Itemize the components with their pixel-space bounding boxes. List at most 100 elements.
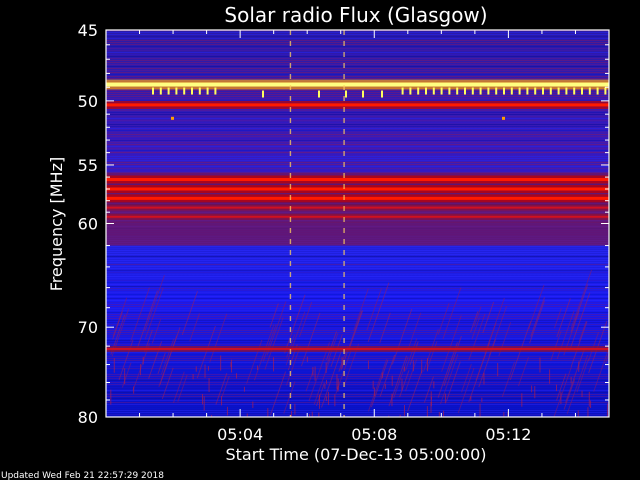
- channel-stripe: [106, 72, 609, 73]
- burst-tick: [381, 90, 383, 98]
- noise-dot: [231, 359, 233, 373]
- noise-dot: [325, 362, 327, 374]
- noise-dot: [507, 411, 509, 417]
- channel-stripe: [106, 314, 609, 315]
- drift-streak: [445, 361, 461, 402]
- burst-tick: [596, 87, 599, 95]
- channel-stripe: [106, 92, 609, 93]
- channel-stripe: [106, 166, 609, 167]
- burst-tick: [183, 87, 186, 95]
- noise-dot: [384, 383, 386, 389]
- channel-stripe: [106, 258, 609, 259]
- channel-stripe: [106, 392, 609, 393]
- noise-dot: [438, 412, 440, 417]
- burst-tick: [262, 90, 264, 98]
- noise-dot: [192, 373, 194, 380]
- channel-stripe: [106, 254, 609, 255]
- channel-stripe: [106, 32, 609, 33]
- drift-streak: [553, 366, 573, 417]
- channel-stripe: [106, 372, 609, 373]
- channel-stripe: [106, 140, 609, 141]
- channel-stripe: [106, 100, 609, 101]
- channel-stripe: [106, 164, 609, 165]
- drift-streak: [423, 376, 434, 403]
- burst-tick: [440, 87, 443, 95]
- noise-dot: [211, 415, 213, 417]
- burst-tick: [456, 87, 459, 95]
- channel-stripe: [106, 286, 609, 287]
- drift-streak: [370, 359, 389, 408]
- drift-streak: [379, 312, 391, 344]
- burst-tick: [510, 87, 513, 95]
- noise-dot: [133, 386, 135, 394]
- channel-stripe: [106, 42, 609, 43]
- channel-stripe: [106, 278, 609, 279]
- channel-stripe: [106, 354, 609, 355]
- drift-streak: [308, 342, 330, 402]
- drift-streak: [305, 369, 314, 392]
- drift-streak: [367, 358, 388, 412]
- noise-dot: [246, 413, 248, 417]
- drift-streak: [130, 287, 150, 342]
- noise-dot: [503, 412, 505, 417]
- noise-dot: [309, 414, 311, 417]
- burst-tick: [495, 87, 498, 95]
- drift-streak: [471, 317, 480, 340]
- drift-streak: [553, 307, 562, 329]
- channel-stripe: [106, 374, 609, 375]
- burst-dot: [171, 116, 174, 120]
- drift-streak: [315, 382, 325, 407]
- channel-stripe: [106, 144, 609, 145]
- drift-streak: [470, 311, 479, 333]
- x-tick-label: 05:12: [485, 425, 531, 444]
- channel-stripe: [106, 120, 609, 121]
- channel-stripe: [106, 334, 609, 335]
- noise-dot: [443, 410, 445, 417]
- channel-stripe: [106, 110, 609, 111]
- drift-streak: [151, 319, 162, 344]
- drift-streak: [326, 331, 337, 361]
- channel-stripe: [106, 338, 609, 339]
- channel-stripe: [106, 396, 609, 397]
- channel-stripe: [106, 388, 609, 389]
- noise-dot: [388, 415, 390, 417]
- channel-stripe: [106, 302, 609, 303]
- channel-stripe: [106, 56, 609, 57]
- drift-streak: [407, 369, 423, 412]
- noise-dot: [483, 372, 485, 385]
- noise-dot: [203, 396, 205, 411]
- noise-dot: [318, 412, 320, 417]
- burst-tick: [542, 87, 544, 95]
- channel-stripe: [106, 148, 609, 149]
- drift-streak: [461, 363, 472, 393]
- burst-tick: [401, 87, 404, 95]
- noise-dot: [531, 385, 533, 393]
- noise-dot: [294, 403, 296, 415]
- noise-dot: [110, 389, 112, 405]
- noise-dot: [539, 357, 541, 373]
- drift-streak: [578, 320, 587, 342]
- drift-streak: [283, 381, 296, 414]
- channel-stripe: [106, 170, 609, 171]
- channel-stripe: [106, 402, 609, 403]
- noise-dot: [560, 391, 562, 405]
- noise-dot: [534, 386, 536, 399]
- channel-stripe: [106, 362, 609, 363]
- drift-streak: [159, 327, 181, 385]
- noise-dot: [481, 397, 483, 402]
- drift-streak: [569, 292, 591, 349]
- noise-dot: [337, 378, 339, 391]
- drift-streak: [556, 373, 567, 401]
- channel-stripe: [106, 66, 609, 67]
- noise-dot: [230, 362, 232, 368]
- channel-stripe: [106, 394, 609, 395]
- drift-streak: [160, 338, 175, 375]
- channel-stripe: [106, 160, 609, 161]
- burst-tick: [534, 87, 537, 95]
- noise-dot: [401, 378, 403, 391]
- drift-streak: [501, 361, 516, 398]
- noise-dot: [236, 373, 238, 379]
- noise-dot: [221, 395, 223, 406]
- updated-timestamp: Updated Wed Feb 21 22:57:29 2018: [1, 471, 164, 480]
- channel-stripe: [106, 136, 609, 137]
